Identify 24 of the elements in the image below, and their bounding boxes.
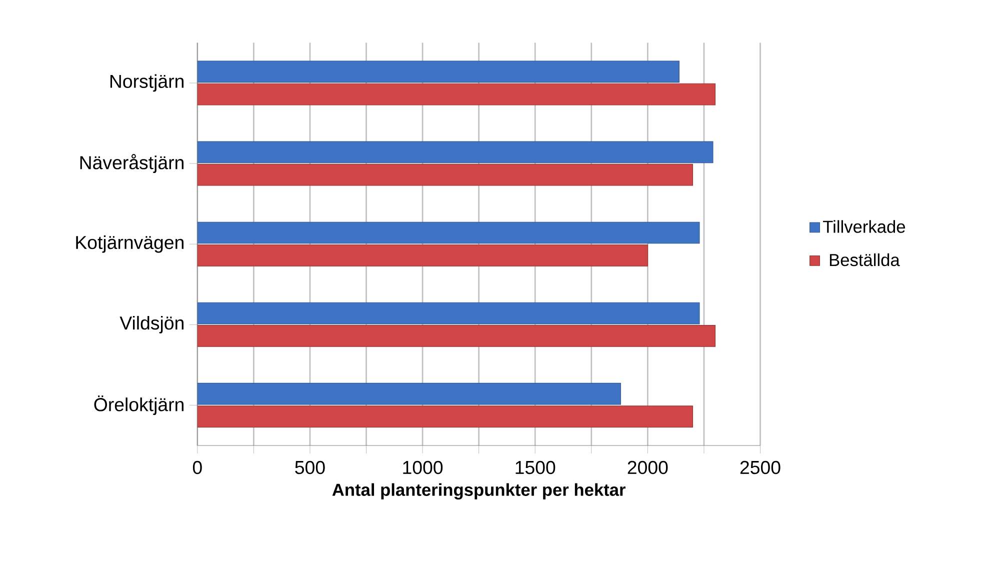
bar [197, 325, 716, 348]
legend-label: Tillverkade [823, 220, 906, 234]
y-tick-label: Vildsjön [120, 316, 184, 334]
bar [197, 84, 716, 106]
x-tick-label: 2000 [628, 461, 668, 474]
bar [197, 164, 693, 186]
legend-label: Beställda [830, 254, 900, 266]
bar [197, 302, 700, 324]
x-tick-label: 500 [295, 461, 325, 474]
x-tick-label: 0 [192, 461, 202, 474]
bar [197, 244, 648, 267]
y-tick-label: Norstjärn [110, 74, 184, 92]
bar [197, 60, 680, 83]
y-tick-label: Öreloktjärn [94, 396, 184, 416]
x-tick-label: 1000 [403, 461, 443, 474]
x-tick-label: 1500 [516, 461, 556, 474]
bar [197, 383, 621, 406]
bar [197, 222, 700, 244]
x-tick-label: 2500 [740, 461, 780, 474]
bar [197, 406, 693, 428]
bar [197, 141, 714, 164]
x-axis-title: Antal planteringspunkter per hektar [332, 483, 626, 500]
y-tick-label: Kotjärnvägen [76, 236, 184, 254]
y-tick-label: Näveråstjärn [80, 154, 184, 174]
